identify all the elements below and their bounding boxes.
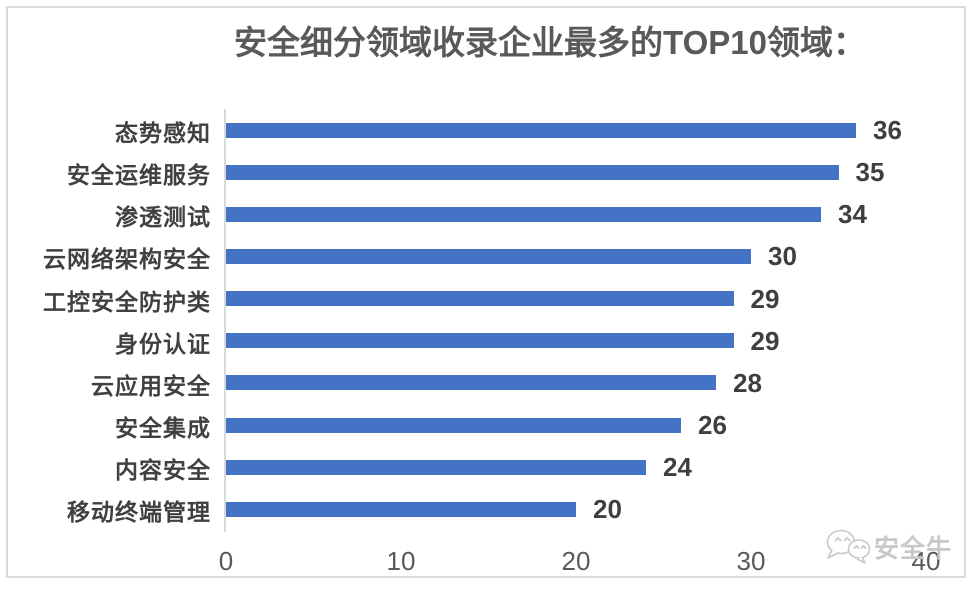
category-label: 安全集成 [115, 415, 211, 442]
watermark: 安全牛 [824, 527, 952, 567]
category-label: 内容安全 [115, 457, 211, 484]
x-tick-label: 20 [561, 546, 591, 576]
category-label: 移动终端管理 [67, 499, 211, 526]
bar-row: 20 [226, 488, 926, 530]
bar [226, 206, 821, 222]
category-label: 态势感知 [115, 120, 211, 147]
bar-value-label: 29 [750, 325, 780, 356]
bar [226, 375, 716, 391]
bar-row: 30 [226, 235, 926, 277]
wechat-chat-bubbles-icon [826, 529, 871, 564]
bar-value-label: 35 [855, 157, 885, 188]
bar-value-label: 34 [838, 199, 867, 230]
bar-row: 28 [226, 362, 926, 404]
bar [226, 333, 734, 349]
category-label: 工控安全防护类 [43, 288, 211, 315]
category-label: 云应用安全 [91, 372, 211, 399]
bar-row: 34 [226, 193, 926, 235]
bar-value-label: 28 [733, 367, 762, 398]
bar [226, 164, 839, 180]
bar-value-label: 29 [750, 283, 780, 314]
bar-row: 24 [226, 446, 926, 488]
category-label: 身份认证 [115, 330, 211, 357]
bar [226, 248, 751, 264]
x-axis: 0 10 20 30 40 [219, 546, 941, 578]
x-tick-label: 0 [218, 546, 234, 576]
x-tick-label: 10 [386, 546, 416, 576]
bar-row: 26 [226, 404, 926, 446]
chart-title: 安全细分领域收录企业最多的TOP10领域： [234, 24, 866, 61]
bar-row: 29 [226, 278, 926, 320]
category-axis-labels: 态势感知安全运维服务渗透测试云网络架构安全 工控安全防护类身份认证云应用安全安全集… [8, 110, 211, 532]
bar-value-label: 36 [873, 115, 902, 146]
plot-area: 36 35 34 30 29 29 28 26 24 20 [224, 109, 926, 532]
bar [226, 417, 681, 433]
bar-value-label: 20 [593, 494, 622, 525]
category-label: 云网络架构安全 [43, 246, 211, 273]
x-tick-label: 30 [736, 546, 766, 576]
bar [226, 291, 734, 307]
bar [226, 459, 646, 475]
bar [226, 122, 856, 138]
bar-value-label: 24 [663, 452, 692, 483]
bar-row: 35 [226, 151, 926, 193]
bar-value-label: 26 [698, 410, 727, 441]
bar-row: 36 [226, 109, 926, 151]
bar-row: 29 [226, 320, 926, 362]
category-label: 安全运维服务 [67, 162, 211, 189]
watermark-label: 安全牛 [874, 535, 953, 563]
bar-value-label: 30 [768, 241, 797, 272]
x-tick-label: 40 [911, 546, 941, 576]
bar [226, 501, 576, 517]
chart-frame-border [6, 6, 966, 578]
category-label: 渗透测试 [115, 204, 211, 231]
